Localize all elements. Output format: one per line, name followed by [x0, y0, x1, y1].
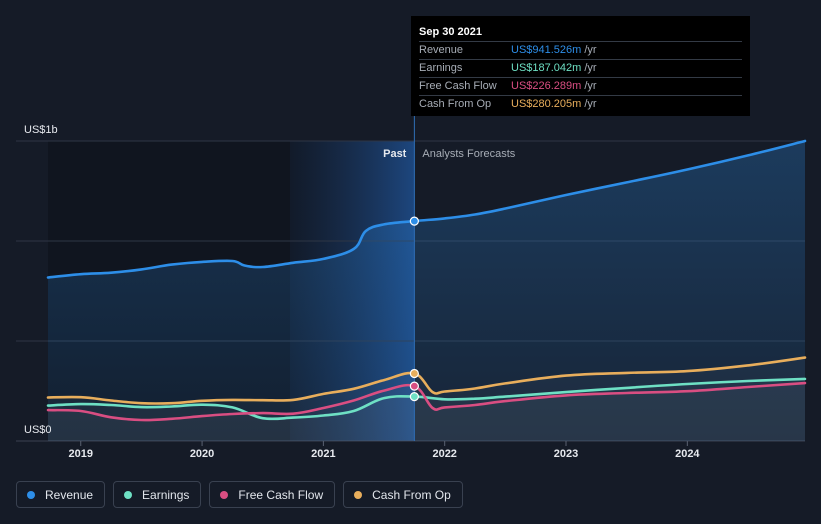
tooltip-label: Free Cash Flow	[419, 80, 497, 92]
tooltip-label: Cash From Op	[419, 98, 492, 110]
tooltip-label: Earnings	[419, 62, 463, 74]
marker-free-cash-flow	[409, 381, 419, 391]
tooltip-value: US$187.042m	[511, 62, 582, 74]
forecast-label: Analysts Forecasts	[422, 148, 515, 160]
revenue-area	[48, 141, 805, 441]
x-tick-label-2022: 2022	[432, 448, 456, 460]
x-tick-label-2024: 2024	[675, 448, 700, 460]
legend-dot-icon	[27, 490, 35, 499]
legend-label: Free Cash Flow	[238, 487, 324, 502]
marker-cash-from-op	[409, 368, 419, 379]
tooltip-row-revenue: Revenue US$941.526m /yr	[419, 41, 742, 59]
legend-label: Cash From Op	[372, 487, 451, 502]
x-tick-label-2021: 2021	[311, 448, 335, 460]
chart-legend: Revenue Earnings Free Cash Flow Cash Fro…	[16, 481, 463, 508]
tooltip-unit: /yr	[584, 80, 597, 92]
legend-label: Earnings	[142, 487, 190, 502]
hover-tooltip: Sep 30 2021 Revenue US$941.526m /yr Earn…	[411, 16, 750, 116]
tooltip-row-free-cash-flow: Free Cash Flow US$226.289m /yr	[419, 77, 742, 95]
series-area-free-cash-flow	[48, 383, 805, 441]
y-axis-top-label: US$1b	[24, 124, 58, 136]
legend-dot-icon	[124, 490, 133, 499]
past-label: Past	[383, 148, 407, 160]
series-line-cash-from-op	[46, 356, 807, 405]
marker-revenue	[409, 216, 419, 226]
x-tick-label-2020: 2020	[190, 448, 214, 460]
legend-label: Revenue	[45, 487, 94, 502]
legend-item-revenue[interactable]: Revenue	[16, 481, 106, 508]
legend-item-cash-from-op[interactable]: Cash From Op	[343, 481, 463, 508]
legend-dot-icon	[220, 490, 229, 499]
legend-dot-icon	[354, 490, 363, 499]
series-line-earnings	[46, 377, 807, 421]
tooltip-row-cash-from-op: Cash From Op US$280.205m /yr	[419, 95, 742, 113]
tooltip-value: US$226.289m	[511, 80, 582, 92]
tooltip-date: Sep 30 2021	[419, 26, 482, 38]
x-tick-label-2019: 2019	[69, 448, 93, 460]
tooltip-value: US$280.205m	[511, 98, 582, 110]
tooltip-row-earnings: Earnings US$187.042m /yr	[419, 59, 742, 77]
tooltip-unit: /yr	[584, 62, 597, 74]
series-line-free-cash-flow	[46, 381, 807, 422]
series-line-revenue	[46, 139, 807, 279]
tooltip-value: US$941.526m	[511, 44, 582, 56]
legend-item-earnings[interactable]: Earnings	[113, 481, 202, 508]
y-axis-bottom-label: US$0	[24, 424, 52, 436]
tooltip-label: Revenue	[419, 44, 464, 56]
tooltip-unit: /yr	[584, 98, 597, 110]
marker-earnings	[409, 392, 419, 402]
legend-item-free-cash-flow[interactable]: Free Cash Flow	[209, 481, 336, 508]
x-tick-label-2023: 2023	[554, 448, 578, 460]
tooltip-unit: /yr	[584, 44, 597, 56]
